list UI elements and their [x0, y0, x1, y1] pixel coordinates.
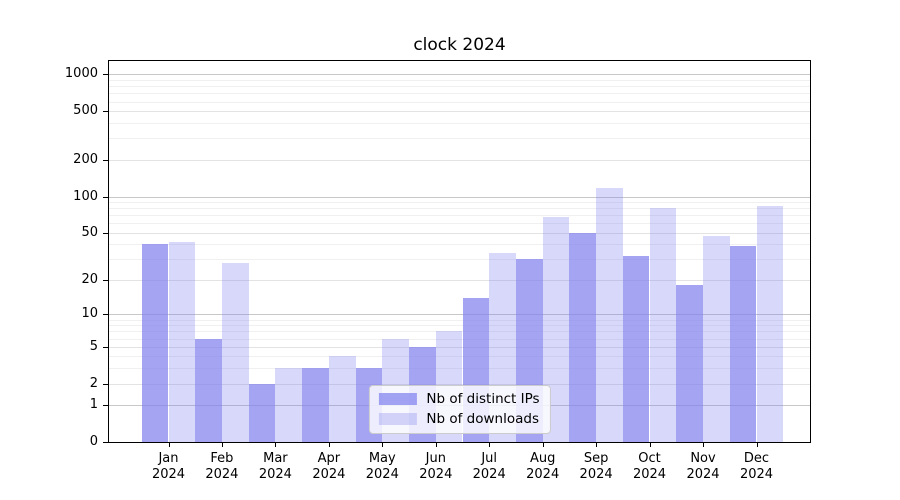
bar-downloads-oct	[649, 208, 677, 442]
x-tick-mark-apr	[328, 443, 330, 447]
bar-distinct-ips-apr	[302, 368, 329, 442]
x-tick-label-sep: Sep 2024	[579, 451, 613, 482]
x-tick-mark-feb	[221, 443, 223, 447]
y-tick-label-1000: 1000	[64, 66, 98, 82]
y-gridline-80	[109, 208, 810, 210]
y-gridline-600	[109, 101, 810, 103]
y-gridline-9	[109, 319, 810, 321]
y-tick-mark-2	[103, 383, 108, 385]
y-tick-label-1: 1	[89, 397, 98, 413]
chart-title: clock 2024	[413, 35, 506, 55]
x-tick-mark-aug	[542, 443, 544, 447]
x-tick-label-oct: Oct 2024	[632, 451, 667, 482]
x-tick-label-nov: Nov 2024	[686, 451, 720, 482]
bar-downloads-nov	[703, 236, 730, 442]
bar-downloads-mar	[275, 368, 303, 442]
y-gridline-400	[109, 123, 810, 125]
y-gridline-500	[109, 111, 810, 113]
y-gridline-30	[109, 259, 810, 261]
y-gridline-200	[109, 159, 810, 161]
y-gridline-60	[109, 223, 810, 225]
y-gridline-3	[109, 368, 810, 370]
legend-swatch-downloads	[378, 413, 417, 425]
y-tick-mark-200	[103, 159, 108, 161]
y-gridline-8	[109, 325, 810, 327]
y-tick-label-20: 20	[81, 272, 98, 287]
bar-downloads-dec	[756, 206, 784, 442]
x-tick-mark-jul	[489, 443, 491, 447]
legend-label-distinct-ips: Nb of distinct IPs	[426, 391, 540, 407]
y-gridline-2	[109, 383, 810, 385]
y-tick-label-200: 200	[73, 151, 98, 167]
y-gridline-100	[109, 196, 810, 198]
bar-distinct-ips-feb	[195, 338, 222, 442]
bar-downloads-apr	[328, 356, 356, 442]
bar-distinct-ips-sep	[569, 232, 597, 442]
y-gridline-6	[109, 338, 810, 340]
x-tick-label-may: May 2024	[365, 451, 399, 482]
y-tick-mark-5	[103, 346, 108, 348]
legend-item-downloads: Nb of downloads	[378, 411, 539, 427]
bar-downloads-jan	[168, 241, 196, 442]
x-tick-label-dec: Dec 2024	[739, 451, 774, 482]
y-tick-label-100: 100	[73, 188, 98, 204]
y-tick-mark-1	[103, 405, 108, 407]
x-tick-label-jun: Jun 2024	[419, 451, 453, 482]
legend: Nb of distinct IPs Nb of downloads	[368, 385, 551, 434]
y-gridline-70	[109, 215, 810, 217]
y-gridline-800	[109, 86, 810, 88]
y-tick-label-500: 500	[73, 103, 98, 119]
y-tick-mark-1000	[103, 74, 108, 76]
y-gridline-50	[109, 232, 810, 234]
y-tick-mark-500	[103, 111, 108, 113]
x-tick-label-apr: Apr 2024	[312, 451, 346, 482]
bar-distinct-ips-dec	[729, 245, 757, 442]
y-tick-mark-0	[103, 442, 108, 443]
bar-distinct-ips-oct	[622, 256, 650, 442]
y-tick-mark-100	[103, 196, 108, 198]
bar-distinct-ips-jan	[141, 244, 169, 442]
x-tick-mark-dec	[756, 443, 758, 447]
y-tick-label-5: 5	[89, 338, 98, 354]
y-gridline-10	[109, 314, 810, 316]
bar-downloads-feb	[222, 262, 249, 442]
legend-swatch-distinct-ips	[378, 393, 417, 405]
x-tick-label-feb: Feb 2024	[205, 451, 239, 482]
y-gridline-20	[109, 280, 810, 281]
x-tick-label-jan: Jan 2024	[151, 451, 186, 482]
x-tick-mark-sep	[596, 443, 598, 447]
x-tick-mark-jun	[435, 443, 437, 447]
bar-distinct-ips-mar	[248, 383, 276, 442]
y-tick-label-50: 50	[81, 224, 98, 240]
x-tick-label-jul: Jul 2024	[472, 451, 506, 482]
plot-area: Nb of distinct IPs Nb of downloads	[108, 60, 811, 443]
y-tick-label-2: 2	[89, 375, 98, 391]
y-gridline-90	[109, 202, 810, 203]
y-tick-label-10: 10	[81, 306, 98, 322]
bar-distinct-ips-nov	[676, 285, 703, 442]
bar-downloads-sep	[596, 187, 623, 442]
x-tick-mark-nov	[703, 443, 704, 447]
y-gridline-300	[109, 138, 810, 140]
x-tick-mark-oct	[649, 443, 651, 447]
y-tick-mark-20	[103, 280, 108, 281]
x-tick-mark-mar	[275, 443, 277, 447]
y-gridline-900	[109, 80, 810, 81]
legend-label-downloads: Nb of downloads	[426, 411, 539, 427]
y-gridline-4	[109, 356, 810, 358]
x-tick-mark-may	[382, 443, 384, 447]
legend-item-distinct-ips: Nb of distinct IPs	[378, 391, 540, 407]
y-gridline-5	[109, 346, 810, 348]
x-tick-label-mar: Mar 2024	[258, 451, 292, 482]
x-tick-label-aug: Aug 2024	[526, 451, 560, 482]
y-gridline-7	[109, 331, 810, 333]
y-gridline-700	[109, 93, 810, 95]
y-gridline-1000	[109, 74, 810, 76]
y-tick-mark-50	[103, 232, 108, 234]
y-gridline-40	[109, 244, 810, 246]
y-tick-label-0: 0	[89, 434, 98, 449]
x-tick-mark-jan	[168, 443, 170, 447]
y-tick-mark-10	[103, 314, 108, 316]
